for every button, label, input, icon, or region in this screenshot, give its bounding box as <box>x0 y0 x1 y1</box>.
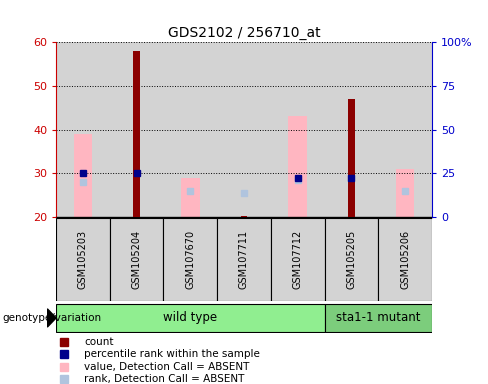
Text: count: count <box>84 336 114 347</box>
Bar <box>217 218 271 301</box>
Text: wild type: wild type <box>163 311 217 324</box>
Text: GSM105204: GSM105204 <box>132 230 142 289</box>
Bar <box>241 216 247 217</box>
Bar <box>271 218 325 301</box>
Bar <box>271 42 325 217</box>
Bar <box>325 218 378 301</box>
Text: GSM105205: GSM105205 <box>346 230 356 289</box>
Text: sta1-1 mutant: sta1-1 mutant <box>336 311 421 324</box>
Text: value, Detection Call = ABSENT: value, Detection Call = ABSENT <box>84 361 250 372</box>
Text: GSM105203: GSM105203 <box>78 230 88 289</box>
Bar <box>378 42 432 217</box>
Bar <box>133 51 140 217</box>
Bar <box>181 178 200 217</box>
Polygon shape <box>47 309 56 327</box>
Bar <box>110 218 163 301</box>
Text: GSM107670: GSM107670 <box>185 230 195 289</box>
Bar <box>348 99 355 217</box>
Bar <box>217 42 271 217</box>
Bar <box>163 42 217 217</box>
Text: genotype/variation: genotype/variation <box>2 313 102 323</box>
Bar <box>325 304 432 332</box>
Bar <box>325 42 378 217</box>
Text: GSM107712: GSM107712 <box>293 230 303 289</box>
Bar <box>378 218 432 301</box>
Text: rank, Detection Call = ABSENT: rank, Detection Call = ABSENT <box>84 374 244 384</box>
Text: percentile rank within the sample: percentile rank within the sample <box>84 349 260 359</box>
Text: GSM105206: GSM105206 <box>400 230 410 289</box>
Bar <box>56 304 325 332</box>
Bar <box>396 169 414 217</box>
Bar <box>110 42 163 217</box>
Bar <box>288 116 307 217</box>
Bar <box>163 218 217 301</box>
Bar <box>56 42 110 217</box>
Bar <box>74 134 92 217</box>
Title: GDS2102 / 256710_at: GDS2102 / 256710_at <box>168 26 320 40</box>
Text: GSM107711: GSM107711 <box>239 230 249 289</box>
Bar <box>56 218 110 301</box>
